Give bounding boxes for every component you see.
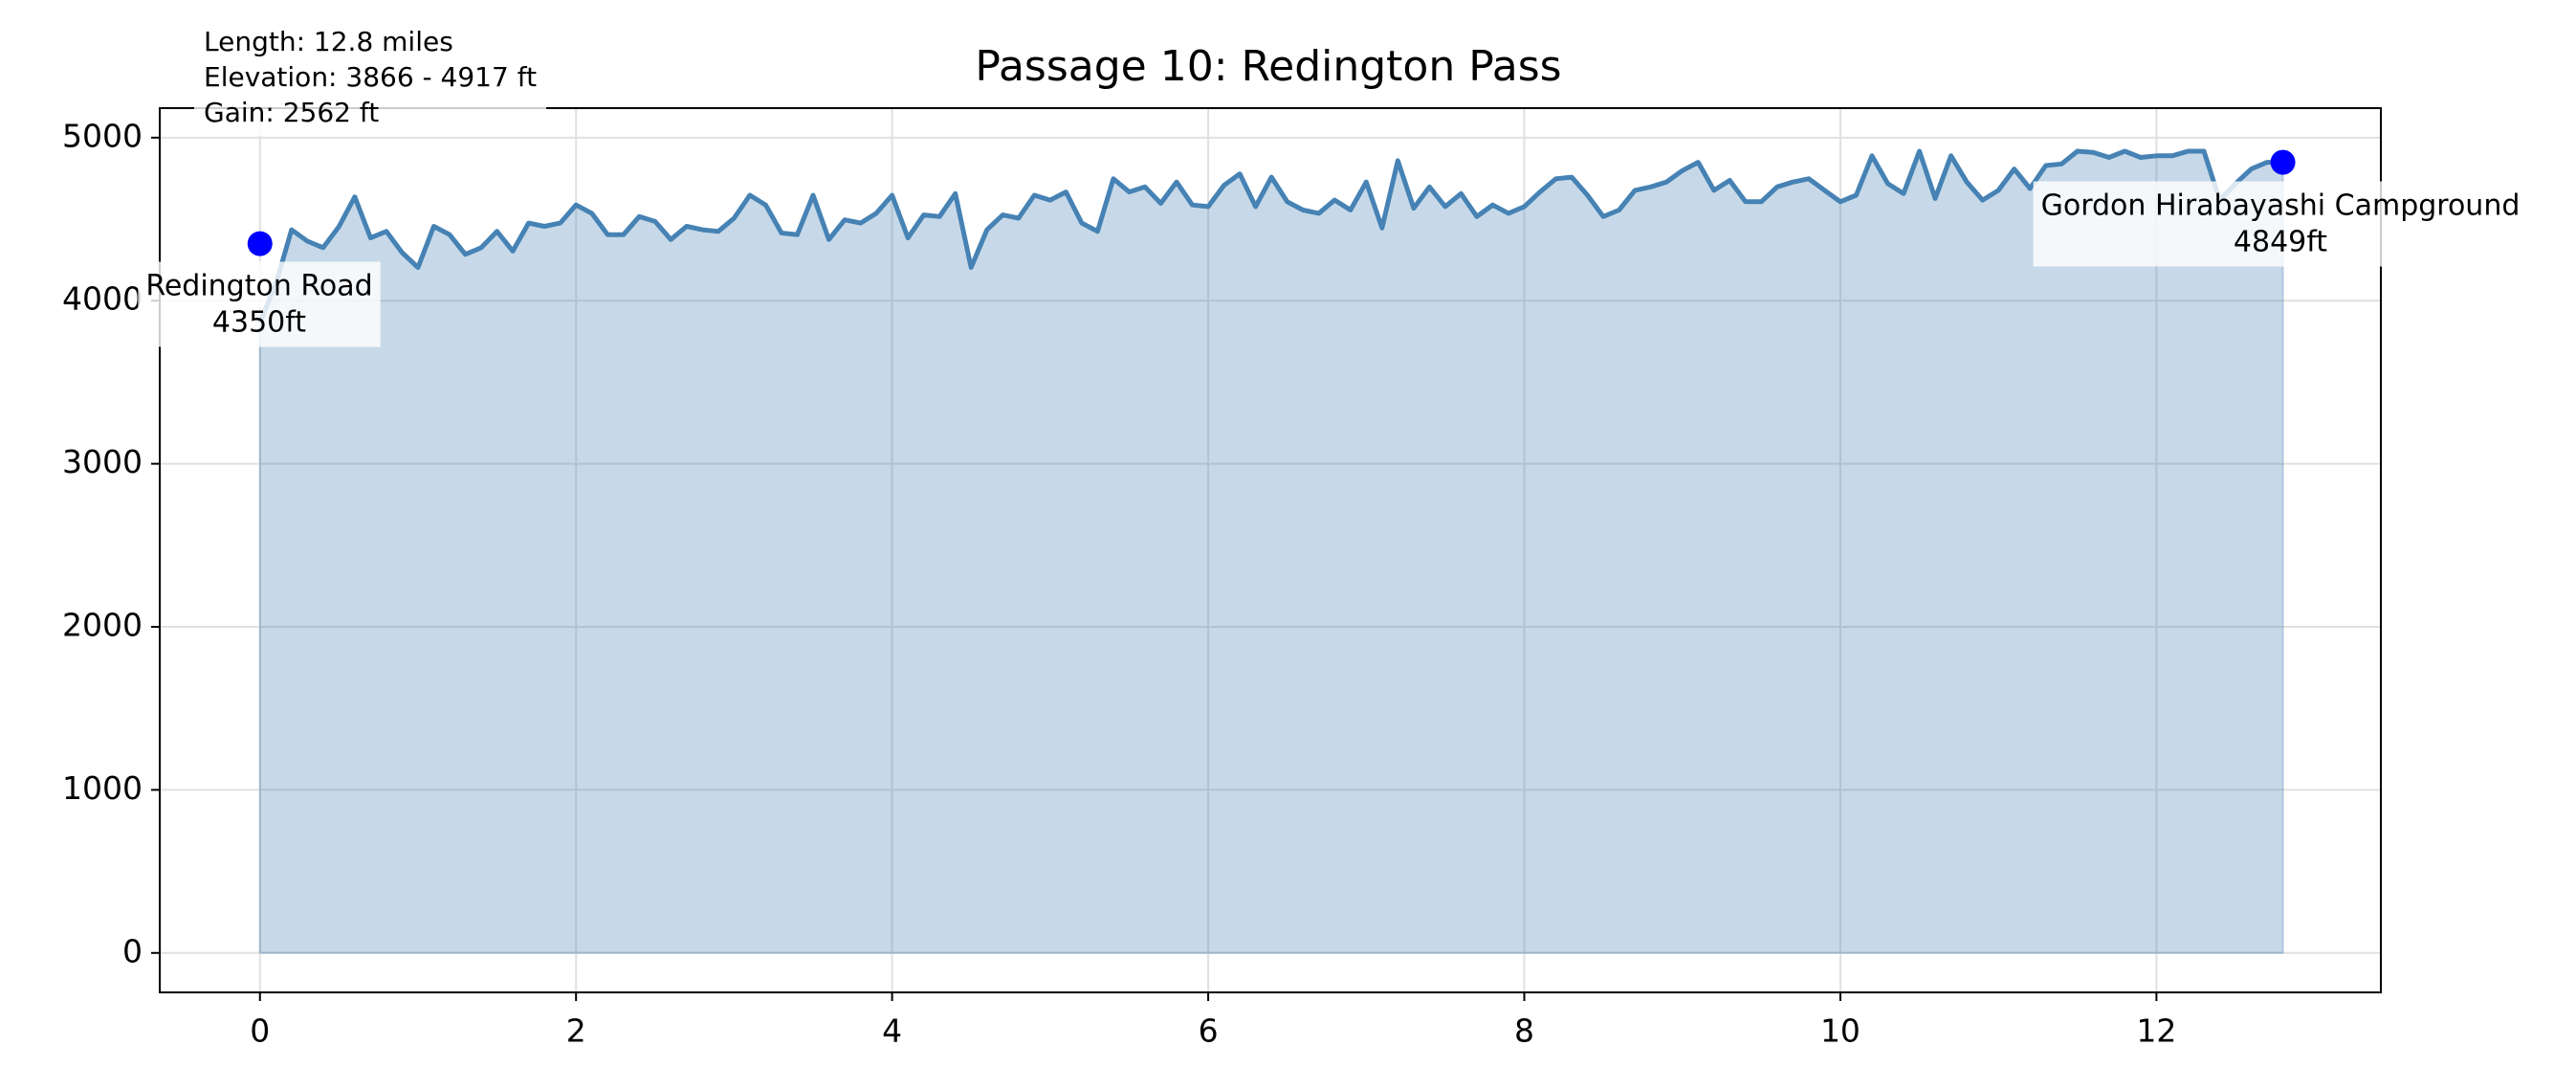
y-tick-label: 0 <box>122 932 143 969</box>
stats-box: Length: 12.8 miles Elevation: 3866 - 4917… <box>194 18 547 136</box>
y-tick-label: 5000 <box>62 117 143 154</box>
y-tick-label: 4000 <box>62 280 143 318</box>
x-tick-label: 4 <box>882 1012 902 1050</box>
chart-title: Passage 10: Redington Pass <box>975 42 1561 91</box>
y-tick-label: 2000 <box>62 606 143 643</box>
x-tick-label: 6 <box>1199 1012 1219 1050</box>
y-tick-label: 1000 <box>62 769 143 807</box>
plot-frame <box>159 107 2382 993</box>
x-tick-label: 12 <box>2136 1012 2176 1050</box>
y-tick-label: 3000 <box>62 443 143 480</box>
elevation-area <box>258 148 2284 954</box>
stats-line: Gain: 2562 ft <box>204 97 379 128</box>
endpoint-name: Redington Road <box>145 270 372 303</box>
x-tick-label: 2 <box>566 1012 586 1050</box>
elevation-line <box>257 148 2283 324</box>
label-box <box>2033 181 2528 267</box>
endpoint-marker <box>247 231 273 256</box>
stats-background <box>194 18 547 136</box>
x-tick-label: 10 <box>1820 1012 1860 1050</box>
x-tick-label: 8 <box>1514 1012 1534 1050</box>
label-box <box>138 261 381 347</box>
endpoint-elevation: 4350ft <box>212 306 306 340</box>
endpoint-elevation: 4849ft <box>2234 226 2327 259</box>
stats-line: Length: 12.8 miles <box>204 26 453 57</box>
x-tick-label: 0 <box>250 1012 270 1050</box>
endpoint-name: Gordon Hirabayashi Campground <box>2041 189 2521 223</box>
stats-line: Elevation: 3866 - 4917 ft <box>204 61 537 93</box>
endpoint-marker <box>2270 149 2296 175</box>
